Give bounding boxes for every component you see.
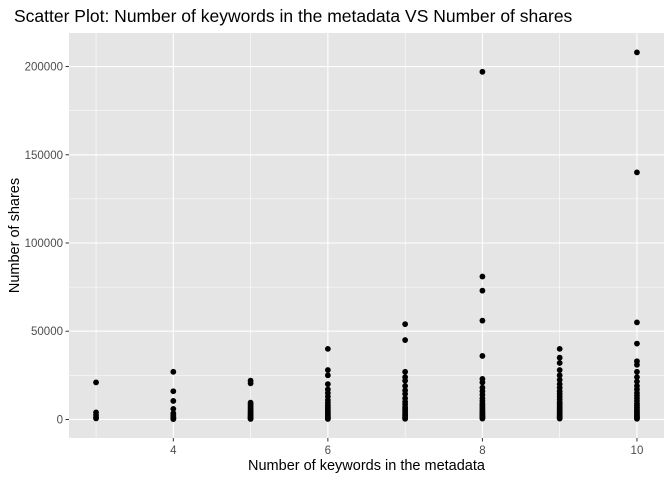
- x-tick-label: 4: [170, 445, 177, 457]
- data-point: [402, 377, 409, 384]
- data-point: [170, 416, 177, 423]
- data-point: [634, 49, 640, 56]
- data-point: [324, 381, 331, 388]
- data-point: [324, 372, 331, 379]
- y-tick-label: 100000: [25, 238, 63, 250]
- data-point: [93, 415, 99, 422]
- data-point: [324, 345, 331, 352]
- data-point: [479, 353, 486, 359]
- data-point: [170, 405, 177, 412]
- y-axis-title: Number of shares: [7, 178, 23, 293]
- x-axis-ticks: 4 6 8 10: [170, 438, 643, 457]
- data-point: [479, 68, 486, 75]
- y-axis-ticks: 0 50000 100000 150000 200000: [25, 62, 69, 426]
- data-point: [479, 415, 486, 422]
- data-point: [247, 380, 254, 387]
- data-point: [402, 321, 409, 328]
- data-point: [402, 390, 409, 397]
- data-point: [556, 415, 563, 422]
- data-point: [324, 416, 331, 422]
- x-tick-label: 6: [325, 445, 331, 457]
- data-point: [556, 372, 563, 379]
- data-point: [170, 388, 177, 395]
- plot-panel: [69, 33, 664, 438]
- data-point: [479, 287, 486, 294]
- y-tick-label: 200000: [25, 62, 63, 74]
- data-point: [556, 376, 563, 383]
- data-point: [556, 354, 563, 361]
- y-tick-label: 150000: [25, 150, 63, 162]
- x-tick-label: 8: [479, 445, 485, 457]
- data-point: [634, 319, 640, 326]
- minor-gridlines: [69, 33, 664, 438]
- data-point: [556, 367, 563, 373]
- data-point: [93, 379, 99, 386]
- y-tick-label: 50000: [31, 326, 63, 338]
- data-points: [93, 49, 640, 423]
- data-point: [634, 415, 640, 422]
- data-point: [634, 378, 640, 385]
- data-point: [170, 398, 177, 404]
- data-point: [247, 416, 254, 422]
- data-point: [634, 340, 640, 347]
- data-point: [556, 345, 563, 352]
- data-point: [402, 337, 409, 343]
- x-tick-label: 10: [631, 445, 644, 457]
- data-point: [402, 415, 409, 422]
- data-point: [479, 273, 486, 280]
- major-gridlines: [69, 33, 664, 438]
- x-axis-title: Number of keywords in the metadata: [248, 458, 486, 474]
- data-point: [402, 383, 409, 389]
- chart-title: Scatter Plot: Number of keywords in the …: [14, 6, 573, 26]
- data-point: [556, 360, 563, 366]
- data-point: [170, 368, 177, 375]
- y-tick-label: 0: [57, 414, 63, 426]
- data-point: [324, 367, 331, 373]
- data-point: [634, 368, 640, 375]
- data-point: [634, 361, 640, 368]
- data-point: [634, 169, 640, 176]
- data-point: [479, 379, 486, 386]
- data-point: [634, 374, 640, 381]
- data-point: [479, 317, 486, 324]
- data-point: [402, 368, 409, 375]
